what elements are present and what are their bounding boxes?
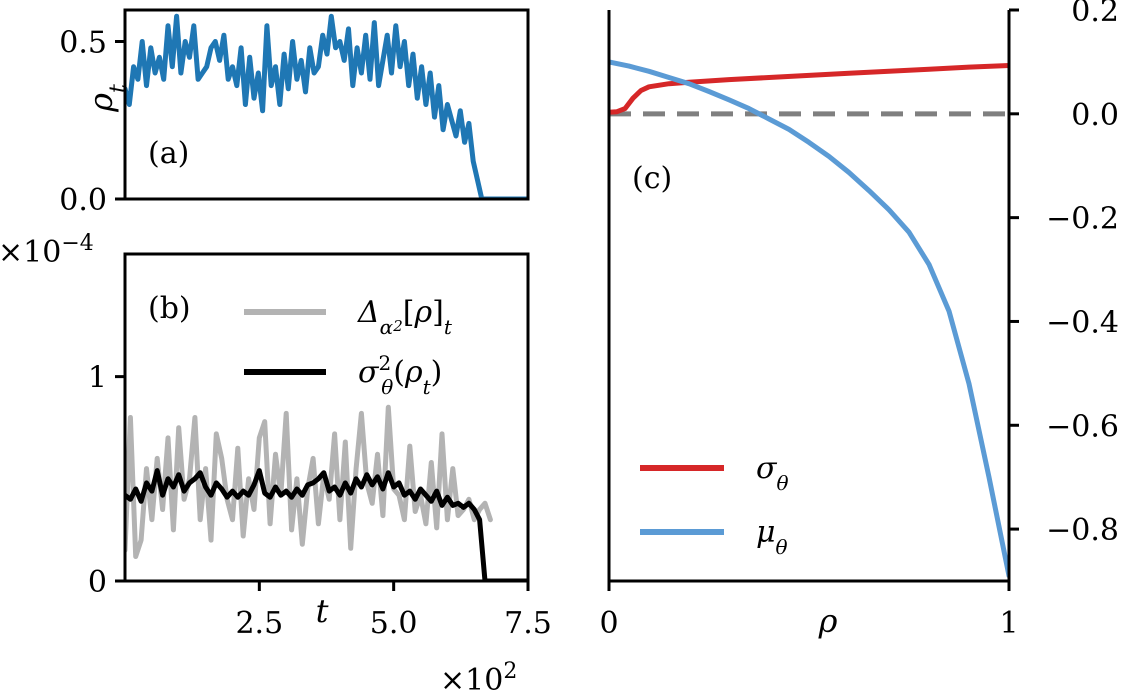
panel-b-ticks: 0 1 2.5 5.0 7.5 [88, 361, 552, 641]
panel-c-label: (c) [632, 161, 672, 196]
legend-label-mu: μθ [756, 515, 788, 559]
ytick-label: 0.5 [59, 26, 107, 61]
series-line-c-0 [609, 63, 1009, 115]
xtick-label: 1 [999, 606, 1018, 641]
legend-label-sigma2: σ2 θ(ρt) [358, 351, 442, 399]
panel-a-label: (a) [148, 136, 189, 171]
ytick-label: −0.6 [1046, 409, 1119, 444]
panel-b-y-multiplier: ×10−4 [0, 231, 94, 271]
series-line-c-1 [609, 59, 1009, 579]
legend-label-sigma: σθ [756, 451, 789, 495]
ytick-label: −0.2 [1046, 202, 1119, 237]
ytick-label: 0 [88, 565, 107, 600]
panel-c-legend: σθ μθ [640, 451, 789, 559]
ytick-label: 0.2 [1071, 0, 1119, 29]
panel-c-frame [607, 10, 1011, 583]
panel-a-ylabel: ρt [82, 84, 131, 113]
legend-label-delta: Δα2[ρ]t [357, 295, 453, 339]
ytick-label: 0.0 [59, 183, 107, 218]
series-line-a-0 [125, 13, 528, 199]
xtick-label: 5.0 [370, 606, 418, 641]
panel-b-x-multiplier: ×102 [440, 659, 517, 695]
panel-b-label: (b) [148, 291, 191, 326]
ytick-label: 1 [88, 361, 107, 396]
ytick-label: −0.4 [1046, 305, 1119, 340]
panel-a-series [125, 13, 528, 199]
panel-b-series [125, 404, 528, 581]
panel-b: 0 1 2.5 5.0 7.5 ×10−4 ×102 t (b) Δα2[ρ]t σ2 θ… [0, 231, 552, 695]
panel-b-xlabel: t [316, 592, 329, 630]
panel-c-series [609, 59, 1009, 579]
xtick-label: 2.5 [235, 606, 283, 641]
series-line-b-1 [125, 468, 528, 581]
panel-c: 0.2 0.0 −0.2 −0.4 −0.6 −0.8 0 1 ρ (c) σθ μθ [599, 0, 1119, 641]
ytick-label: 0.0 [1071, 98, 1119, 133]
panel-c-ticks: 0.2 0.0 −0.2 −0.4 −0.6 −0.8 0 1 [599, 0, 1119, 641]
panel-a: 0.0 0.5 ρt (a) [59, 8, 530, 218]
xtick-label: 0 [599, 606, 618, 641]
panel-b-frame [123, 252, 530, 583]
panel-b-legend: Δα2[ρ]t σ2 θ(ρt) [244, 295, 453, 399]
ytick-label: −0.8 [1046, 513, 1119, 548]
panel-a-ticks: 0.0 0.5 [59, 26, 125, 218]
panel-a-frame [123, 8, 530, 201]
panel-c-xlabel: ρ [818, 602, 838, 640]
xtick-label: 7.5 [504, 606, 552, 641]
